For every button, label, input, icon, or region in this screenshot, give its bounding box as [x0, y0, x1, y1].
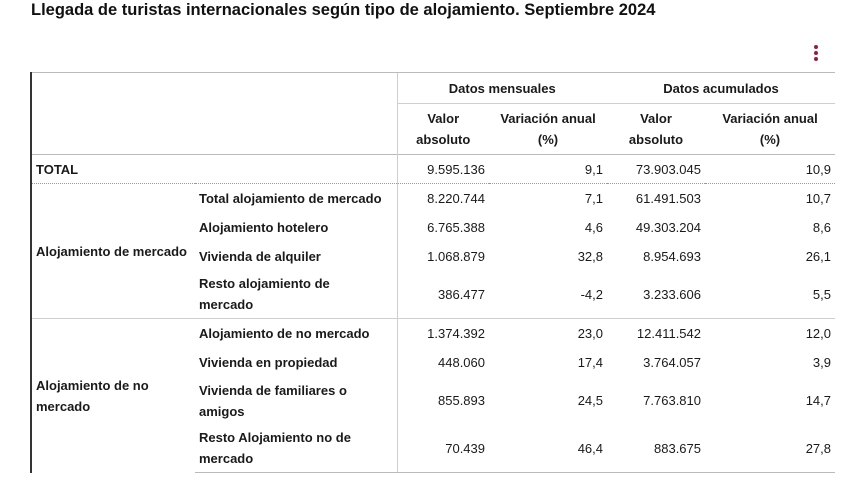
- row-label: Resto alojamiento de mercado: [195, 271, 397, 319]
- header-blank: [30, 72, 397, 155]
- cell-monthly-value: 1.374.392: [396, 318, 489, 348]
- cell-acc-var: 12,0: [705, 318, 835, 348]
- group-label-line: mercado: [36, 398, 91, 414]
- header-text: Variación anual: [500, 111, 596, 126]
- table-row: Resto Alojamiento no de mercado 70.439 4…: [31, 424, 835, 473]
- cell-monthly-var: 24,5: [577, 393, 603, 408]
- row-label: Vivienda de familiares o amigos: [195, 377, 397, 425]
- cell-monthly-value: 855.893: [396, 376, 489, 425]
- cell-monthly-var: 46,4: [489, 424, 607, 473]
- cell-acc-var: 10,7: [705, 183, 835, 213]
- row-label: Resto Alojamiento no de mercado: [195, 424, 397, 473]
- group-label-market: Alojamiento de mercado: [30, 183, 195, 319]
- header-group-monthly: Datos mensuales: [396, 72, 607, 104]
- row-label: Total alojamiento de mercado: [195, 183, 397, 213]
- cell-acc-var: 3,9: [812, 354, 831, 370]
- header-text: absoluto: [628, 132, 684, 147]
- menu-dot: [814, 45, 818, 49]
- row-label-line: mercado: [199, 451, 254, 467]
- cell-acc-value: 3.764.057: [643, 354, 701, 370]
- cell-acc-var: 10,9: [705, 154, 835, 184]
- cell-monthly-value: 70.439: [396, 424, 489, 473]
- cell-monthly-var: 4,6: [584, 219, 603, 235]
- cell-monthly-var: 23,0: [489, 318, 607, 348]
- table-row-total: TOTAL 9.595.136 9,1 73.903.045 10,9: [30, 154, 835, 184]
- header-text: (%): [537, 132, 559, 147]
- row-label-line: mercado: [199, 297, 254, 313]
- cell-acc-value: 7.763.810: [643, 393, 701, 408]
- header-acc-value: Valor absoluto: [607, 104, 705, 155]
- row-label-line: Vivienda de familiares o: [199, 382, 347, 398]
- row-label: Vivienda de alquiler: [199, 248, 321, 264]
- row-label: Alojamiento hotelero: [199, 219, 329, 235]
- table-row: Vivienda de alquiler 1.068.879 32,8 8.95…: [31, 241, 835, 271]
- table-row: Resto alojamiento de mercado 386.477 -4,…: [31, 270, 835, 319]
- menu-dot: [814, 57, 818, 61]
- cell-monthly-value: 448.060: [396, 347, 489, 377]
- cell-acc-var: 14,7: [805, 393, 831, 408]
- row-label-line: Resto alojamiento de: [199, 276, 330, 292]
- row-label-line: Resto Alojamiento no de: [199, 430, 351, 446]
- table-row: Alojamiento de mercado Total alojamiento…: [30, 183, 835, 319]
- cell-acc-value: 12.411.542: [607, 318, 705, 348]
- cell-monthly-value: 6.765.388: [396, 212, 489, 242]
- group-label-non-market: Alojamiento de no mercado: [30, 318, 195, 473]
- cell-monthly-value: 9.595.136: [396, 154, 489, 184]
- cell-monthly-value: 1.068.879: [396, 241, 489, 271]
- cell-acc-value: 73.903.045: [607, 154, 705, 184]
- header-monthly-var: Variación anual (%): [489, 104, 607, 155]
- cell-monthly-var: 17,4: [577, 354, 603, 370]
- table-row: Vivienda de familiares o amigos 855.893 …: [31, 376, 835, 425]
- header-text: Valor: [640, 111, 672, 126]
- row-label: Vivienda en propiedad: [199, 354, 338, 370]
- cell-acc-var: 27,8: [705, 424, 835, 473]
- cell-monthly-var: 7,1: [489, 183, 607, 213]
- cell-acc-value: 8.954.693: [643, 248, 701, 264]
- header-text: absoluto: [416, 132, 471, 147]
- kebab-menu-icon[interactable]: [809, 42, 823, 64]
- header-text: Variación anual: [722, 111, 818, 126]
- table-row: Vivienda en propiedad 448.060 17,4 3.764…: [31, 347, 835, 377]
- page-title: Llegada de turistas internacionales segú…: [31, 1, 656, 19]
- cell-monthly-value: 386.477: [396, 270, 489, 319]
- header-acc-var: Variación anual (%): [705, 104, 835, 155]
- cell-acc-value: 49.303.204: [635, 219, 701, 235]
- table-row: Alojamiento hotelero 6.765.388 4,6 49.30…: [31, 212, 835, 242]
- cell-acc-var: 5,5: [812, 286, 831, 302]
- row-label-line: amigos: [199, 403, 245, 419]
- cell-monthly-value: 8.220.744: [396, 183, 489, 213]
- cell-acc-var: 8,6: [812, 219, 831, 235]
- tourism-table: Datos mensuales Datos acumulados Valor a…: [30, 72, 835, 473]
- menu-dot: [814, 51, 818, 55]
- header-text: Valor: [427, 111, 460, 126]
- cell-monthly-var: 9,1: [489, 154, 607, 184]
- header-group-accumulated: Datos acumulados: [607, 72, 835, 104]
- table-row: Alojamiento de no mercado Alojamiento de…: [30, 318, 835, 473]
- header-monthly-value: Valor absoluto: [396, 103, 489, 155]
- cell-acc-value: 883.675: [607, 424, 705, 473]
- header-text: (%): [759, 132, 781, 147]
- group-label-line: Alojamiento de no: [36, 377, 149, 393]
- row-label: Alojamiento de no mercado: [195, 318, 397, 348]
- cell-acc-value: 61.491.503: [607, 183, 705, 213]
- cell-acc-value: 3.233.606: [643, 286, 701, 302]
- cell-acc-var: 26,1: [805, 248, 831, 264]
- cell-monthly-var: -4,2: [580, 286, 603, 302]
- row-label: TOTAL: [30, 154, 397, 184]
- cell-monthly-var: 32,8: [577, 248, 603, 264]
